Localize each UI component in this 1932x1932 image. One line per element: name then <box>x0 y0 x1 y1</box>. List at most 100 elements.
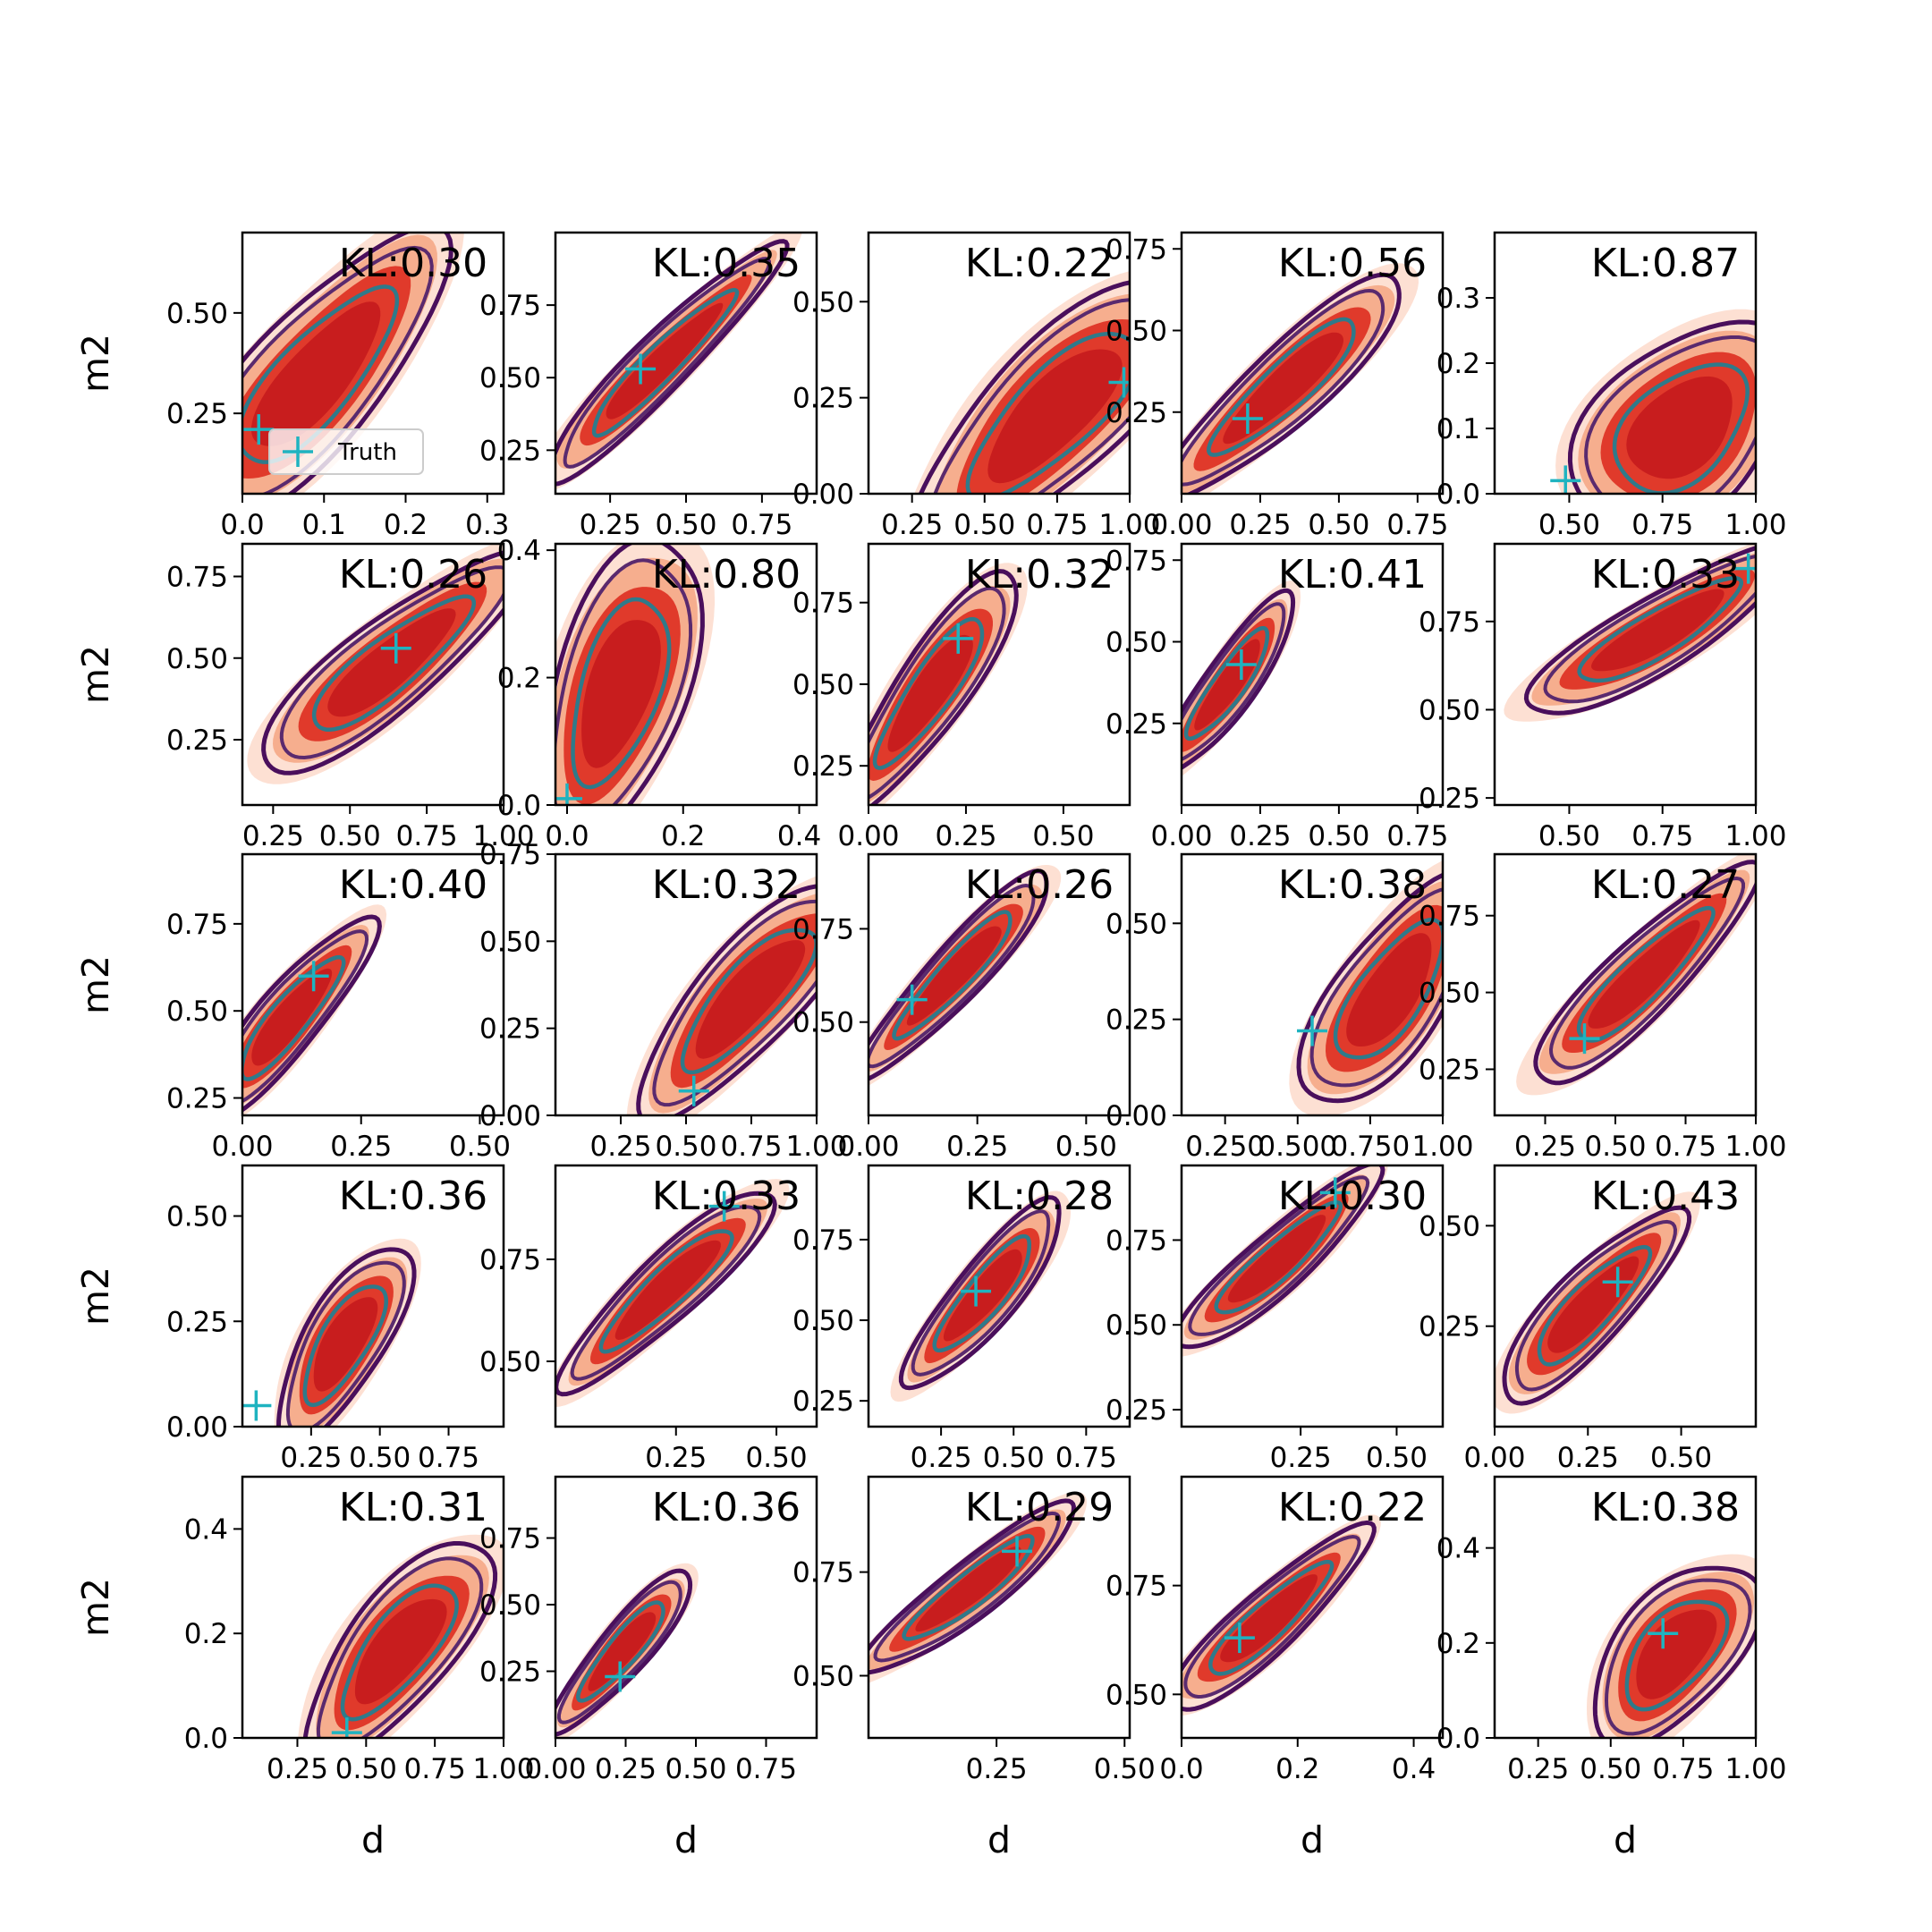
x-tick-label: 0.25 <box>1514 1131 1576 1163</box>
contour-line-outer <box>898 1195 1062 1391</box>
contour-line-outer <box>261 550 504 775</box>
truth-marker <box>1550 465 1581 494</box>
y-tick-label: 0.4 <box>1436 1533 1480 1565</box>
truth-marker <box>961 1275 992 1307</box>
subplot-25: KL:0.38 0.25 0.50 0.75 1.00 0.0 0.2 0.4 d <box>1436 1475 1787 1861</box>
x-tick-label: 0.50 <box>655 1131 716 1163</box>
y-tick-label: 0.50 <box>166 1201 228 1233</box>
density-contours <box>869 563 1028 805</box>
y-tick-label: 0.25 <box>166 1306 228 1338</box>
y-tick-label: 0.25 <box>1106 708 1167 741</box>
kl-label: KL:0.29 <box>965 1485 1114 1530</box>
x-tick-label: 0.75 <box>1655 1131 1716 1163</box>
contour-line-inner <box>1612 362 1750 494</box>
y-tick-label: 0.0 <box>184 1723 228 1755</box>
y-tick-label: 0.50 <box>1106 1309 1167 1342</box>
y-tick-label: 0.50 <box>792 286 854 318</box>
y-tick-label: 0.50 <box>792 1660 854 1692</box>
x-axis-label: d <box>1614 1818 1637 1861</box>
x-tick-label: 0.50 <box>1366 1442 1428 1474</box>
x-tick-label: 0.25 <box>330 1131 392 1163</box>
y-axis-label: m2 <box>74 1578 117 1637</box>
truth-marker <box>298 961 329 992</box>
y-tick-label: 0.25 <box>479 435 541 467</box>
axes-frame <box>867 1475 1131 1740</box>
density-contours <box>1182 580 1301 776</box>
kl-label: KL:0.38 <box>1278 862 1427 908</box>
kl-label: KL:0.41 <box>1278 552 1427 597</box>
contour-line-mid <box>1543 554 1756 704</box>
truth-marker <box>1297 1015 1327 1046</box>
density-fill-core <box>588 1612 657 1691</box>
truth-marker <box>1225 649 1257 681</box>
kl-label: KL:0.38 <box>1591 1485 1740 1530</box>
x-tick-label: 0.75 <box>404 1753 466 1785</box>
axes-frame <box>867 542 1131 807</box>
truth-marker <box>678 1075 709 1106</box>
contour-line-outer <box>276 1247 417 1427</box>
contour-line-inner <box>302 1284 388 1408</box>
contour-line-mid <box>563 257 771 469</box>
contour-line-inner <box>892 910 1013 1041</box>
density-contours <box>247 544 504 784</box>
legend-box <box>268 428 424 475</box>
density-fill-core <box>1626 376 1733 479</box>
contour-line-inner <box>1214 1199 1343 1315</box>
x-tick-label: 0.4 <box>1392 1753 1436 1785</box>
density-contours <box>1587 1554 1756 1738</box>
y-axis-label: m2 <box>74 645 117 704</box>
y-tick-label: 0.75 <box>479 1523 541 1555</box>
x-tick-label: 0.00 <box>837 820 899 852</box>
x-tick-label: 0.25 <box>267 1753 328 1785</box>
kl-label: KL:0.87 <box>1591 241 1740 286</box>
truth-marker <box>243 414 275 445</box>
kl-label: KL:0.26 <box>339 552 487 597</box>
subplot-21: KL:0.31 0.25 0.50 0.75 1.00 0.0 0.2 0.4 m2 d <box>74 1475 535 1861</box>
subplot-11: KL:0.40 0.00 0.25 0.50 0.25 0.50 0.75 m2 <box>74 852 511 1163</box>
contour-line-mid <box>933 298 1130 494</box>
y-tick-label: 0.75 <box>1106 1571 1167 1603</box>
contour-line-mid <box>869 586 1006 800</box>
x-tick-label: 0.50 <box>1580 1753 1641 1785</box>
contour-line-mid <box>555 558 693 805</box>
contour-line-outer <box>1182 272 1402 494</box>
y-tick-label: 0.25 <box>166 1083 228 1115</box>
density-contours <box>1504 544 1756 722</box>
axes-frame <box>241 542 505 807</box>
kl-label: KL:0.30 <box>1278 1174 1427 1219</box>
subplot-12: KL:0.320.25 0.50 0.75 1.000.000.250.500.75 <box>479 839 848 1163</box>
kl-label: KL:0.28 <box>965 1174 1114 1219</box>
kl-label: KL:0.36 <box>652 1485 801 1530</box>
x-tick-label: 0.75 <box>418 1442 479 1474</box>
y-tick-label: 0.00 <box>166 1411 228 1444</box>
x-axis-label: d <box>361 1818 385 1861</box>
contour-line-inner <box>1624 1599 1730 1712</box>
density-contours <box>1182 1514 1381 1716</box>
density-fill-core <box>695 940 806 1059</box>
y-tick-label: 0.50 <box>1419 694 1480 726</box>
y-tick-label: 0.50 <box>479 1589 541 1622</box>
contour-line-inner <box>311 594 477 733</box>
y-tick-label: 0.50 <box>166 996 228 1028</box>
y-tick-label: 0.00 <box>1106 1100 1167 1132</box>
truth-marker <box>1108 367 1130 398</box>
axes-frame <box>1493 1164 1758 1428</box>
x-tick-label: 0.50 <box>1584 1131 1646 1163</box>
contour-line-outer <box>1533 860 1756 1086</box>
x-tick-label: 0.75 <box>720 1131 782 1163</box>
x-tick-label: 0.75 <box>735 1753 797 1785</box>
density-contours <box>1182 1165 1388 1357</box>
axes-frame <box>867 1164 1131 1428</box>
x-axis-label: d <box>1301 1818 1324 1861</box>
contour-line-inner <box>576 1600 665 1703</box>
subplot-17: KL:0.33 0.25 0.50 0.50 0.75 <box>479 1164 818 1474</box>
y-tick-label: 0.00 <box>792 479 854 511</box>
x-tick-label: 0.00 <box>1463 1442 1525 1474</box>
x-tick-label: 1.00 <box>1724 820 1786 852</box>
x-tick-label: 0.50 <box>953 509 1015 541</box>
contour-line-inner <box>902 1533 1035 1641</box>
contour-line-inner <box>1576 905 1716 1043</box>
y-tick-label: 0.2 <box>497 663 541 695</box>
x-tick-label: 0.0 <box>545 820 589 852</box>
